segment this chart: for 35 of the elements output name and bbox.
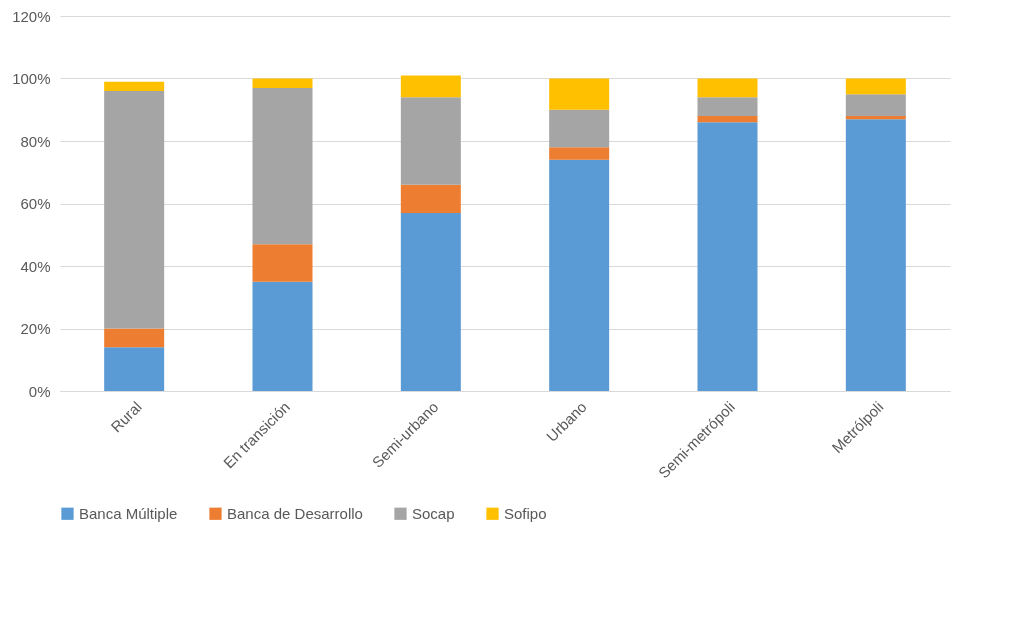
bar bbox=[549, 78, 610, 110]
bar bbox=[252, 281, 313, 391]
y-tick-label: 120% bbox=[12, 7, 51, 25]
legend-label: Socap bbox=[412, 504, 455, 522]
bar bbox=[845, 78, 906, 95]
legend-label: Sofipo bbox=[504, 504, 547, 522]
bar bbox=[845, 94, 906, 116]
bar bbox=[104, 347, 165, 391]
bar bbox=[104, 328, 165, 348]
bar bbox=[845, 119, 906, 391]
bar bbox=[104, 81, 165, 91]
bar bbox=[549, 159, 610, 391]
y-tick-label: 100% bbox=[12, 70, 51, 87]
bar bbox=[104, 91, 165, 329]
bar bbox=[400, 212, 461, 391]
bar bbox=[697, 78, 758, 98]
bar bbox=[400, 97, 461, 185]
bar bbox=[549, 109, 610, 148]
bar bbox=[697, 116, 758, 123]
legend-label: Banca Múltiple bbox=[79, 504, 178, 522]
bar bbox=[252, 244, 313, 282]
bar bbox=[845, 116, 906, 120]
y-tick-label: 0% bbox=[28, 382, 51, 400]
y-tick-label: 40% bbox=[20, 257, 51, 275]
y-tick-label: 80% bbox=[20, 132, 51, 150]
bar bbox=[400, 184, 461, 213]
bar bbox=[549, 147, 610, 160]
bar bbox=[400, 75, 461, 98]
legend-label: Banca de Desarrollo bbox=[227, 504, 363, 522]
bar bbox=[697, 122, 758, 391]
y-tick-label: 20% bbox=[20, 320, 51, 337]
bar bbox=[697, 97, 758, 116]
bar bbox=[252, 78, 313, 88]
y-tick-label: 60% bbox=[20, 195, 51, 212]
bar bbox=[252, 87, 313, 245]
